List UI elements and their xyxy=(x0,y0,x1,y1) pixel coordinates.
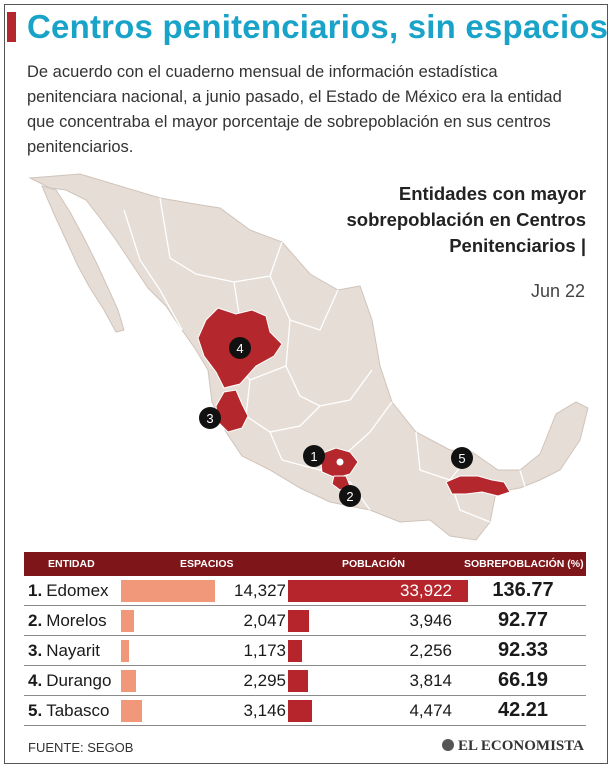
marker-1-label: 1 xyxy=(310,449,317,464)
marker-2-label: 2 xyxy=(346,489,353,504)
map-title: Entidades con mayor sobrepoblación en Ce… xyxy=(346,183,586,256)
table-row: 5. Tabasco 3,146 4,474 42.21 xyxy=(24,696,586,726)
poblacion-bar xyxy=(288,580,468,602)
marker-2: 2 xyxy=(339,485,361,507)
row-entity-name: Morelos xyxy=(46,611,107,630)
row-entity: 5. Tabasco xyxy=(28,701,110,721)
header-poblacion: POBLACIÓN xyxy=(342,558,405,570)
state-tabasco xyxy=(445,475,511,497)
espacios-value: 14,327 xyxy=(234,581,286,600)
poblacion-value: 3,946 xyxy=(409,611,452,630)
row-entity-name: Edomex xyxy=(46,581,109,600)
table-row: 3. Nayarit 1,173 2,256 92.33 xyxy=(24,636,586,666)
row-entity-name: Durango xyxy=(46,671,112,690)
row-entity: 2. Morelos xyxy=(28,611,107,631)
poblacion-bar xyxy=(288,640,302,662)
poblacion-value: 3,814 xyxy=(409,671,452,690)
marker-1: 1 xyxy=(303,445,325,467)
poblacion-bar xyxy=(288,700,312,722)
brand-logo: EL ECONOMISTA xyxy=(442,738,584,755)
cdmx-hole xyxy=(336,458,344,466)
table-row: 2. Morelos 2,047 3,946 92.77 xyxy=(24,606,586,636)
source-note: FUENTE: SEGOB xyxy=(28,740,134,755)
espacios-value: 2,295 xyxy=(243,671,286,690)
row-rank: 4. xyxy=(28,671,43,690)
mexico-landmass xyxy=(28,173,589,541)
brand-emblem-icon xyxy=(442,739,454,751)
row-rank: 1. xyxy=(28,581,43,600)
header-entidad: ENTIDAD xyxy=(48,558,95,570)
espacios-bar xyxy=(121,640,129,662)
espacios-bar xyxy=(121,670,137,692)
espacios-value: 2,047 xyxy=(243,611,286,630)
header-sobrepoblacion: SOBREPOBLACIÓN (%) xyxy=(464,558,584,570)
row-entity: 1. Edomex xyxy=(28,581,109,601)
page-title: Centros penitenciarios, sin espacios xyxy=(27,8,609,45)
sobrepoblacion-value: 92.77 xyxy=(497,609,549,631)
table-row: 4. Durango 2,295 3,814 66.19 xyxy=(24,666,586,696)
row-entity: 3. Nayarit xyxy=(28,641,100,661)
marker-5: 5 xyxy=(451,447,473,469)
table-body: 1. Edomex 14,327 33,922 136.77 2. Morelos 2,047… xyxy=(24,576,586,726)
espacios-bar xyxy=(121,580,215,602)
row-rank: 3. xyxy=(28,641,43,660)
marker-3-label: 3 xyxy=(206,411,213,426)
intro-text: De acuerdo con el cuaderno mensual de in… xyxy=(27,63,562,156)
marker-4: 4 xyxy=(229,337,251,359)
table-row: 1. Edomex 14,327 33,922 136.77 xyxy=(24,576,586,606)
poblacion-value: 33,922 xyxy=(400,581,452,600)
sobrepoblacion-value: 92.33 xyxy=(497,639,549,661)
header-espacios: ESPACIOS xyxy=(180,558,234,570)
brand-name: EL ECONOMISTA xyxy=(458,738,584,754)
title-accent-bar xyxy=(7,12,16,42)
poblacion-bar xyxy=(288,610,309,632)
poblacion-value: 2,256 xyxy=(409,641,452,660)
poblacion-value: 4,474 xyxy=(409,701,452,720)
sobrepoblacion-value: 42.21 xyxy=(497,699,549,721)
sobrepoblacion-value: 136.77 xyxy=(492,579,554,601)
espacios-bar xyxy=(121,700,142,722)
mexico-map: 4 3 1 2 5 xyxy=(28,173,589,541)
baja-california xyxy=(41,185,125,333)
row-entity-name: Tabasco xyxy=(46,701,110,720)
row-rank: 5. xyxy=(28,701,43,720)
marker-5-label: 5 xyxy=(458,451,465,466)
sobrepoblacion-value: 66.19 xyxy=(497,669,549,691)
marker-3: 3 xyxy=(199,407,221,429)
marker-4-label: 4 xyxy=(236,341,243,356)
row-entity-name: Nayarit xyxy=(46,641,101,660)
poblacion-bar xyxy=(288,670,309,692)
row-rank: 2. xyxy=(28,611,43,630)
infographic-frame xyxy=(4,4,608,764)
espacios-bar xyxy=(121,610,135,632)
espacios-value: 1,173 xyxy=(243,641,286,660)
row-entity: 4. Durango xyxy=(28,671,111,691)
table-header: ENTIDAD ESPACIOS POBLACIÓN SOBREPOBLACIÓ… xyxy=(24,552,586,576)
espacios-value: 3,146 xyxy=(243,701,286,720)
map-subtitle: Jun 22 xyxy=(530,281,585,301)
data-table: ENTIDAD ESPACIOS POBLACIÓN SOBREPOBLACIÓ… xyxy=(24,552,586,726)
